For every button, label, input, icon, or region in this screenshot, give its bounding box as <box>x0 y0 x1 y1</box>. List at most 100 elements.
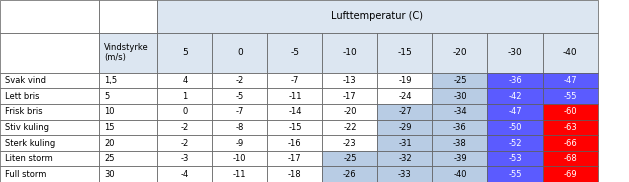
Bar <box>487 33 543 73</box>
Text: 5: 5 <box>104 92 109 101</box>
Bar <box>213 73 267 88</box>
Bar <box>323 73 377 88</box>
Bar <box>213 135 267 151</box>
Bar <box>543 88 598 104</box>
Bar <box>377 33 433 73</box>
Bar <box>267 135 323 151</box>
Text: 1: 1 <box>182 92 187 101</box>
Bar <box>157 135 213 151</box>
Bar <box>99 151 157 166</box>
Bar <box>377 166 433 182</box>
Text: -31: -31 <box>398 139 412 147</box>
Text: Liten storm: Liten storm <box>5 154 53 163</box>
Text: Lufttemperatur (C): Lufttemperatur (C) <box>331 11 423 21</box>
Bar <box>377 151 433 166</box>
Bar <box>543 73 598 88</box>
Text: -30: -30 <box>508 48 522 57</box>
Bar <box>377 88 433 104</box>
Text: -40: -40 <box>454 170 467 179</box>
Bar <box>0 0 99 33</box>
Text: -22: -22 <box>343 123 357 132</box>
Text: -68: -68 <box>563 154 577 163</box>
Bar <box>267 73 323 88</box>
Text: -15: -15 <box>398 48 412 57</box>
Text: -11: -11 <box>233 170 247 179</box>
Text: -25: -25 <box>454 76 467 85</box>
Text: -2: -2 <box>181 123 189 132</box>
Text: -25: -25 <box>343 154 357 163</box>
Text: -16: -16 <box>288 139 302 147</box>
Bar <box>377 73 433 88</box>
Text: -38: -38 <box>453 139 467 147</box>
Bar <box>157 73 213 88</box>
Text: -66: -66 <box>563 139 577 147</box>
Bar <box>487 73 543 88</box>
Text: -19: -19 <box>398 76 411 85</box>
Bar <box>213 166 267 182</box>
Text: -30: -30 <box>453 92 467 101</box>
Text: -7: -7 <box>236 107 244 116</box>
Bar <box>433 120 487 135</box>
Text: -69: -69 <box>563 170 577 179</box>
Text: -47: -47 <box>563 76 577 85</box>
Text: 0: 0 <box>182 107 187 116</box>
Bar <box>0 33 99 73</box>
Text: -42: -42 <box>508 92 521 101</box>
Text: -50: -50 <box>508 123 521 132</box>
Bar <box>213 151 267 166</box>
Bar <box>0 135 99 151</box>
Bar <box>157 104 213 120</box>
Bar <box>213 33 267 73</box>
Text: -10: -10 <box>233 154 247 163</box>
Text: 15: 15 <box>104 123 115 132</box>
Text: -55: -55 <box>564 92 577 101</box>
Bar <box>0 104 99 120</box>
Bar <box>487 104 543 120</box>
Text: -13: -13 <box>343 76 357 85</box>
Bar <box>543 151 598 166</box>
Text: -55: -55 <box>508 170 521 179</box>
Text: 20: 20 <box>104 139 115 147</box>
Bar <box>323 88 377 104</box>
Bar <box>157 0 598 33</box>
Bar <box>543 120 598 135</box>
Text: -15: -15 <box>288 123 301 132</box>
Bar <box>323 151 377 166</box>
Bar <box>99 0 157 33</box>
Text: -7: -7 <box>291 76 299 85</box>
Bar <box>0 88 99 104</box>
Text: -11: -11 <box>288 92 301 101</box>
Text: 0: 0 <box>237 48 243 57</box>
Bar <box>433 88 487 104</box>
Bar <box>377 104 433 120</box>
Text: -5: -5 <box>236 92 244 101</box>
Text: -36: -36 <box>453 123 467 132</box>
Text: Full storm: Full storm <box>5 170 47 179</box>
Text: -20: -20 <box>343 107 357 116</box>
Bar <box>323 120 377 135</box>
Bar <box>433 135 487 151</box>
Text: Stiv kuling: Stiv kuling <box>5 123 49 132</box>
Text: -63: -63 <box>563 123 577 132</box>
Bar <box>433 104 487 120</box>
Text: Lett bris: Lett bris <box>5 92 40 101</box>
Bar <box>267 104 323 120</box>
Text: -27: -27 <box>398 107 412 116</box>
Bar <box>157 33 213 73</box>
Bar <box>487 135 543 151</box>
Bar <box>433 151 487 166</box>
Text: -9: -9 <box>236 139 244 147</box>
Bar <box>0 73 99 88</box>
Bar <box>433 73 487 88</box>
Bar <box>487 120 543 135</box>
Text: -39: -39 <box>453 154 467 163</box>
Bar <box>487 166 543 182</box>
Bar <box>487 151 543 166</box>
Text: -2: -2 <box>181 139 189 147</box>
Bar <box>157 88 213 104</box>
Bar <box>433 166 487 182</box>
Bar <box>323 104 377 120</box>
Bar <box>543 135 598 151</box>
Bar <box>543 33 598 73</box>
Bar <box>157 166 213 182</box>
